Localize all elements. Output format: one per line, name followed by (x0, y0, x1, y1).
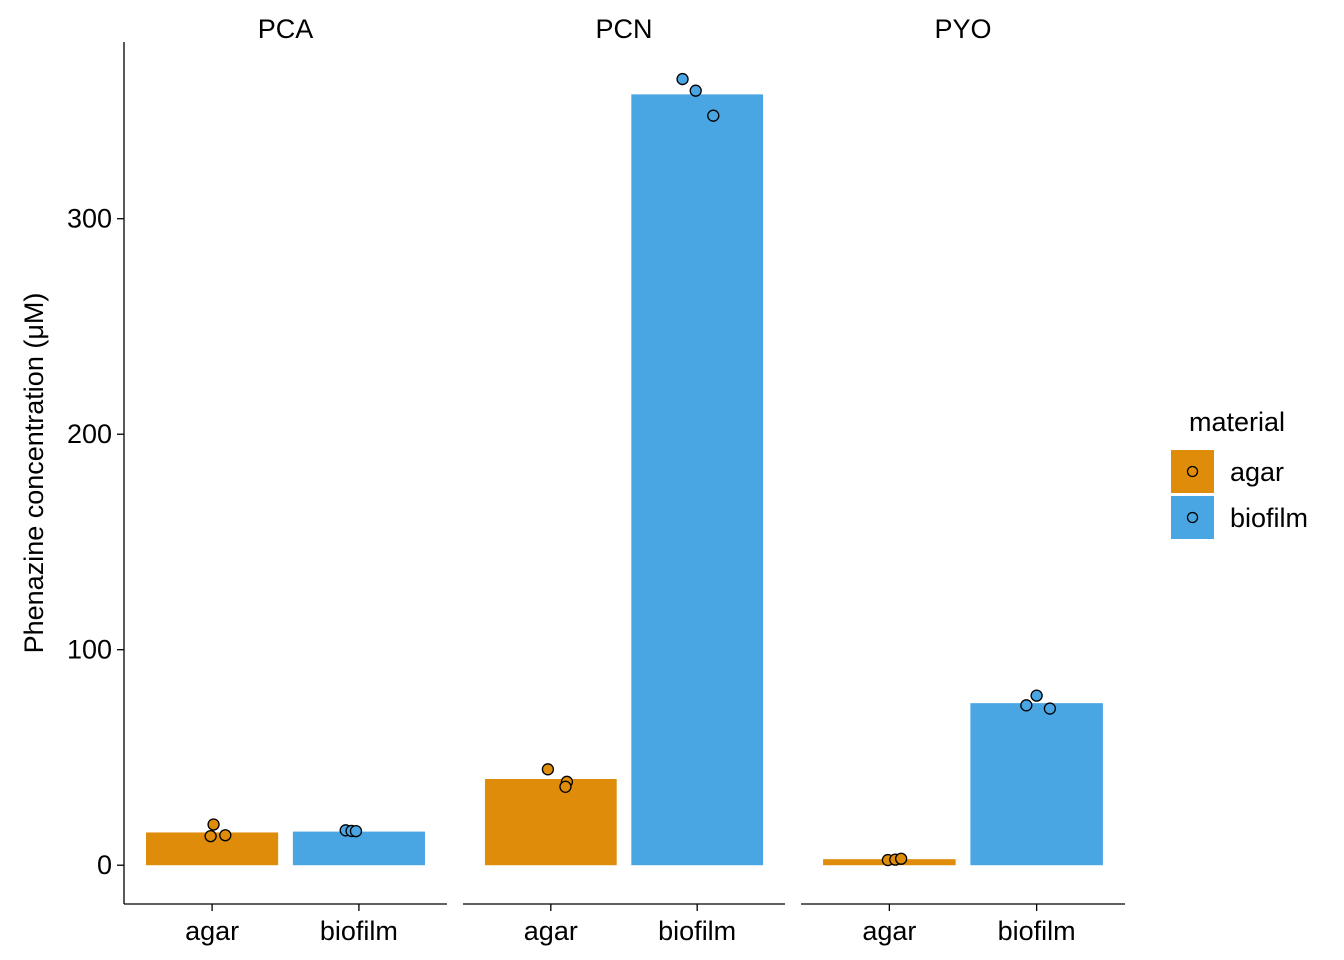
legend: material agar biofilm (1171, 407, 1308, 539)
data-point-pyo-agar (894, 852, 908, 865)
data-point-pcn-biofilm (707, 109, 720, 122)
legend-point-agar (1186, 465, 1199, 478)
x-tick-label: biofilm (658, 916, 736, 946)
bar-pcn-biofilm (631, 94, 764, 866)
facet-title: PCA (258, 14, 314, 44)
data-point-pcn-biofilm (689, 84, 702, 97)
data-point-pcn-agar (541, 763, 555, 776)
bar-pyo-biofilm (970, 703, 1103, 866)
x-tick-label: agar (524, 916, 578, 946)
y-tick-label: 300 (67, 204, 112, 234)
x-tick-label: biofilm (320, 916, 398, 946)
y-tick-label: 0 (97, 850, 112, 880)
bar-pca-biofilm (292, 831, 425, 866)
legend-label-agar: agar (1230, 457, 1284, 487)
data-point-pyo-biofilm (1043, 702, 1057, 715)
data-point-pcn-agar (559, 780, 572, 793)
facet-panel-pca: PCA agar biofilm (124, 14, 447, 946)
y-tick-label: 100 (67, 635, 112, 665)
y-tick-label: 200 (67, 419, 112, 449)
x-tick-label: agar (185, 916, 239, 946)
facet-title: PYO (934, 14, 991, 44)
data-point-pca-agar (204, 829, 217, 843)
data-point-pcn-biofilm (676, 72, 689, 86)
data-point-pyo-biofilm (1030, 689, 1043, 702)
facet-panel-pyo: PYO agar biofilm (801, 14, 1125, 946)
x-tick-label: agar (862, 916, 916, 946)
y-axis-title: Phenazine concentration (μM) (19, 293, 49, 654)
facet-title: PCN (595, 14, 652, 44)
legend-point-biofilm (1186, 511, 1199, 524)
data-point-pca-biofilm (349, 825, 363, 838)
data-point-pca-agar (207, 818, 220, 831)
x-tick-label: biofilm (998, 916, 1076, 946)
facet-panel-pcn: PCN agar biofilm (463, 14, 785, 946)
legend-title: material (1189, 407, 1285, 437)
legend-label-biofilm: biofilm (1230, 503, 1308, 533)
bar-pcn-agar (484, 779, 617, 866)
data-point-pca-agar (219, 829, 232, 842)
data-point-pyo-biofilm (1020, 699, 1033, 712)
